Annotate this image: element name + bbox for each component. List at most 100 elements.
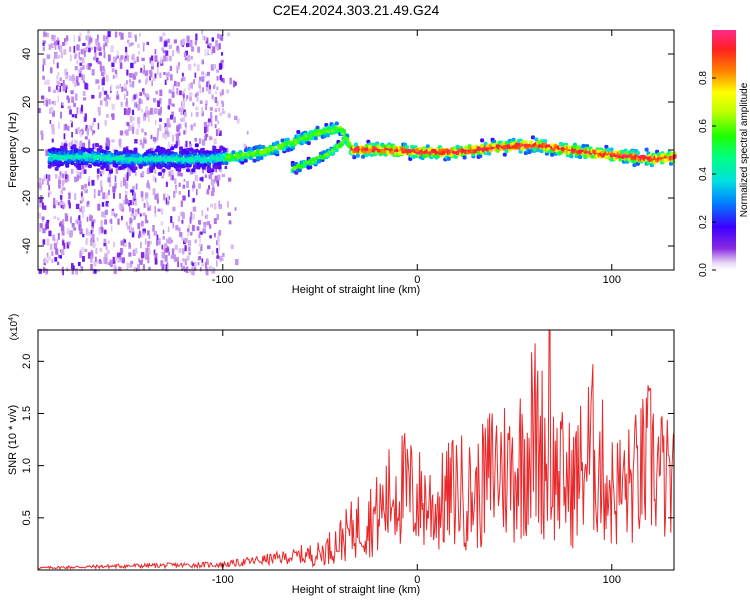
spectrogram-cell xyxy=(162,236,166,240)
spectrogram-cell xyxy=(168,142,170,148)
spectrogram-cell xyxy=(70,121,73,128)
spectrogram-cell xyxy=(126,262,130,268)
spectrogram-cell xyxy=(61,230,65,236)
spectrogram-cell xyxy=(63,49,67,55)
spectrogram-cell xyxy=(163,72,166,76)
spectrogram-cell xyxy=(126,90,129,96)
spectrogram-cell xyxy=(87,200,90,205)
spectrogram-cell xyxy=(55,248,59,255)
spectrogram-cell xyxy=(71,269,74,275)
spectrogram-cell xyxy=(98,145,103,150)
spectrogram-cell xyxy=(145,219,149,224)
spectrogram-cell xyxy=(79,131,82,137)
spectrogram-cell xyxy=(176,65,180,70)
spectrogram-cell xyxy=(76,107,79,114)
spectrogram-cell xyxy=(66,95,69,100)
spectrogram-cell xyxy=(642,155,647,160)
spectrogram-cell xyxy=(137,43,140,48)
spectrogram-cell xyxy=(315,125,320,130)
spectrogram-cell xyxy=(204,136,207,141)
spectrogram-cell xyxy=(410,145,415,149)
spectrogram-cell xyxy=(214,124,217,129)
spectrogram-cell xyxy=(60,142,64,147)
spectrogram-cell xyxy=(104,253,108,259)
spectrogram-cell xyxy=(51,35,55,40)
spectrogram-cell xyxy=(189,231,193,236)
spectrogram-cell xyxy=(354,142,359,147)
spectrogram-cell xyxy=(71,168,74,174)
spectrogram-cell xyxy=(97,203,101,211)
spectrogram-cell xyxy=(113,267,117,275)
spectrogram-cell xyxy=(182,101,186,109)
spectrogram-cell xyxy=(145,192,149,200)
spectrogram-cell xyxy=(137,104,141,111)
spectrogram-cell xyxy=(38,182,42,189)
spectrogram-cell xyxy=(46,32,50,38)
spectrogram-cell xyxy=(197,262,200,266)
spectrogram-cell xyxy=(165,197,168,205)
spectrogram-cell xyxy=(105,209,108,215)
spectrogram-cell xyxy=(129,200,132,206)
spectrogram-cell xyxy=(141,142,145,148)
spectrogram-cell xyxy=(141,57,145,62)
spectrogram-cell xyxy=(61,102,64,106)
spectrogram-cell xyxy=(154,73,157,79)
spectrogram-cell xyxy=(343,140,348,145)
spectrogram-cell xyxy=(174,255,176,262)
spectrogram-cell xyxy=(632,159,637,163)
spectrogram-cell xyxy=(211,191,215,196)
spectrogram-cell xyxy=(60,111,62,119)
spectrogram-cell xyxy=(142,88,145,92)
spectrogram-cell xyxy=(174,244,178,250)
spectrogram-cell xyxy=(84,113,87,121)
spectrogram-cell xyxy=(105,164,110,169)
spectrogram-cell xyxy=(142,90,145,95)
spectrogram-cell xyxy=(161,168,166,173)
spectrogram-cell xyxy=(95,46,100,51)
spectrogram-cell xyxy=(201,107,204,113)
spectrogram-cell xyxy=(216,260,218,267)
spectrogram-cell xyxy=(90,234,93,238)
spectrogram-cell xyxy=(39,228,42,232)
spectrogram-cell xyxy=(133,216,136,220)
spectrogram-cell xyxy=(219,34,222,41)
spectrogram-cell xyxy=(74,114,78,119)
spectrogram-cell xyxy=(142,264,145,271)
spectrogram-cell xyxy=(48,184,50,191)
spectrogram-cell xyxy=(180,172,183,177)
spectrogram-cell xyxy=(194,94,198,98)
spectrogram-cell xyxy=(154,148,159,153)
spectrogram-cell xyxy=(174,80,176,86)
spectrogram-cell xyxy=(194,261,197,268)
spectrogram-cell xyxy=(536,148,541,153)
spectrogram-cell xyxy=(138,98,142,104)
spectrogram-cell xyxy=(63,146,68,151)
spectrogram-cell xyxy=(138,230,141,238)
spectrogram-cell xyxy=(105,74,109,82)
spectrogram-cell xyxy=(361,154,366,159)
spectrogram-cell xyxy=(145,106,148,113)
colorbar-label: Normalized spectral amplitude xyxy=(739,82,750,217)
spectrogram-cell xyxy=(56,88,60,93)
spectrogram-cell xyxy=(108,173,112,178)
spectrogram-cell xyxy=(140,241,142,249)
spectrogram-cell xyxy=(149,75,151,81)
spectrogram-cell xyxy=(71,114,75,118)
spectrogram-cell xyxy=(171,248,175,255)
spectrogram-cell xyxy=(105,142,109,150)
spectrogram-cell xyxy=(129,124,133,132)
spectrogram-cell xyxy=(73,45,76,53)
spectrogram-cell xyxy=(261,145,266,150)
spectrogram-cell xyxy=(167,105,171,110)
spectrogram-cell xyxy=(70,161,75,166)
spectrogram-cell xyxy=(201,59,204,65)
spectrogram-y-tick-label: -40 xyxy=(21,238,33,254)
spectrogram-cell xyxy=(244,145,247,151)
spectrogram-cell xyxy=(53,242,58,250)
spectrogram-cell xyxy=(71,263,74,270)
spectrogram-cell xyxy=(157,60,160,64)
spectrogram-cell xyxy=(207,120,210,127)
spectrogram-cell xyxy=(154,259,158,265)
spectrogram-cell xyxy=(178,107,181,112)
spectrogram-cell xyxy=(158,151,162,156)
